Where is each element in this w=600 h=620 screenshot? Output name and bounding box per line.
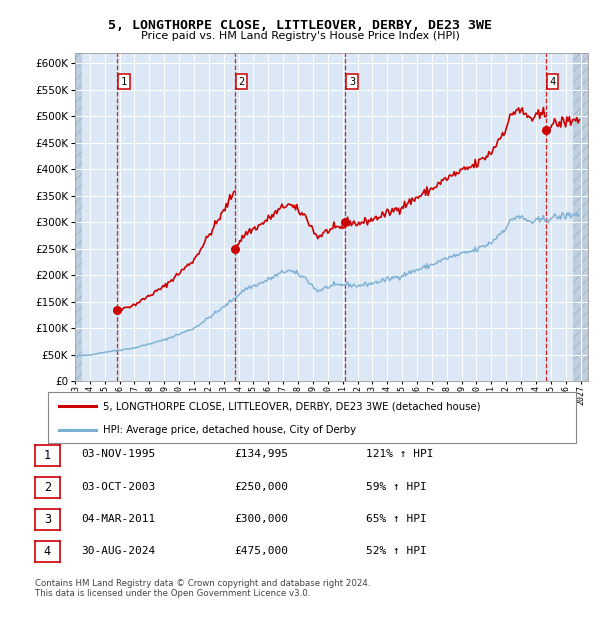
Text: £250,000: £250,000 — [234, 482, 288, 492]
Text: HPI: Average price, detached house, City of Derby: HPI: Average price, detached house, City… — [103, 425, 356, 435]
Text: 5, LONGTHORPE CLOSE, LITTLEOVER, DERBY, DE23 3WE: 5, LONGTHORPE CLOSE, LITTLEOVER, DERBY, … — [108, 19, 492, 32]
Text: Contains HM Land Registry data © Crown copyright and database right 2024.: Contains HM Land Registry data © Crown c… — [35, 578, 370, 588]
Text: 1: 1 — [44, 449, 51, 461]
Text: 2: 2 — [44, 481, 51, 494]
Text: 4: 4 — [44, 546, 51, 558]
Text: 1: 1 — [121, 76, 127, 87]
Text: 52% ↑ HPI: 52% ↑ HPI — [366, 546, 427, 556]
Text: 59% ↑ HPI: 59% ↑ HPI — [366, 482, 427, 492]
Text: £300,000: £300,000 — [234, 514, 288, 524]
Text: 4: 4 — [550, 76, 556, 87]
Text: 30-AUG-2024: 30-AUG-2024 — [81, 546, 155, 556]
Text: 2: 2 — [239, 76, 245, 87]
Text: 03-OCT-2003: 03-OCT-2003 — [81, 482, 155, 492]
Text: 04-MAR-2011: 04-MAR-2011 — [81, 514, 155, 524]
Text: 121% ↑ HPI: 121% ↑ HPI — [366, 450, 433, 459]
Text: 65% ↑ HPI: 65% ↑ HPI — [366, 514, 427, 524]
Bar — [75, 53, 82, 381]
Text: £475,000: £475,000 — [234, 546, 288, 556]
Text: 03-NOV-1995: 03-NOV-1995 — [81, 450, 155, 459]
Text: This data is licensed under the Open Government Licence v3.0.: This data is licensed under the Open Gov… — [35, 588, 310, 598]
Text: 5, LONGTHORPE CLOSE, LITTLEOVER, DERBY, DE23 3WE (detached house): 5, LONGTHORPE CLOSE, LITTLEOVER, DERBY, … — [103, 401, 481, 411]
Text: 3: 3 — [44, 513, 51, 526]
Text: £134,995: £134,995 — [234, 450, 288, 459]
Text: Price paid vs. HM Land Registry's House Price Index (HPI): Price paid vs. HM Land Registry's House … — [140, 31, 460, 41]
Bar — [573, 53, 588, 381]
Text: 3: 3 — [349, 76, 355, 87]
